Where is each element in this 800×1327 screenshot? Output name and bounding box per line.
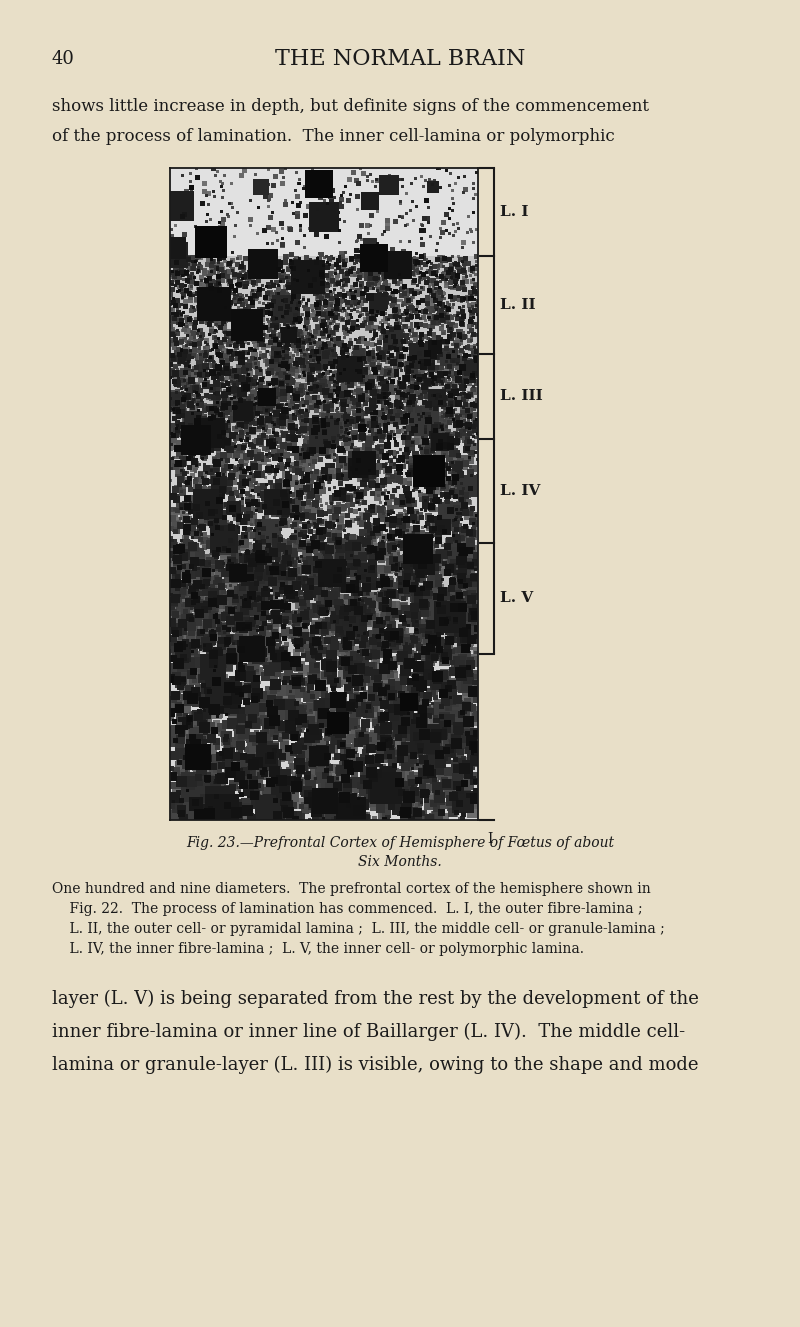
Text: L. I: L. I [500,204,529,219]
Text: 40: 40 [52,50,75,68]
Text: Fig. 22.  The process of lamination has commenced.  L. I, the outer fibre-lamina: Fig. 22. The process of lamination has c… [52,902,642,916]
Text: shows little increase in depth, but definite signs of the commencement: shows little increase in depth, but defi… [52,98,649,115]
Text: One hundred and nine diameters.  The prefrontal cortex of the hemisphere shown i: One hundred and nine diameters. The pref… [52,882,650,896]
Text: layer (L. V) is being separated from the rest by the development of the: layer (L. V) is being separated from the… [52,990,699,1009]
Text: L. II, the outer cell- or pyramidal lamina ;  L. III, the middle cell- or granul: L. II, the outer cell- or pyramidal lami… [52,922,665,936]
Text: L. III: L. III [500,389,542,403]
Text: Six Months.: Six Months. [358,855,442,869]
Text: I: I [487,832,493,847]
Text: lamina or granule-layer (L. III) is visible, owing to the shape and mode: lamina or granule-layer (L. III) is visi… [52,1056,698,1075]
Text: L. IV, the inner fibre-lamina ;  L. V, the inner cell- or polymorphic lamina.: L. IV, the inner fibre-lamina ; L. V, th… [52,942,584,955]
Text: THE NORMAL BRAIN: THE NORMAL BRAIN [275,48,525,70]
Text: inner fibre-lamina or inner line of Baillarger (L. IV).  The middle cell-: inner fibre-lamina or inner line of Bail… [52,1023,685,1042]
Text: of the process of lamination.  The inner cell-lamina or polymorphic: of the process of lamination. The inner … [52,127,614,145]
Text: Fig. 23.—Prefrontal Cortex of Hemisphere of Fœtus of about: Fig. 23.—Prefrontal Cortex of Hemisphere… [186,836,614,851]
Text: L. V: L. V [500,592,534,605]
Text: L. IV: L. IV [500,484,540,498]
Text: L. II: L. II [500,299,536,312]
